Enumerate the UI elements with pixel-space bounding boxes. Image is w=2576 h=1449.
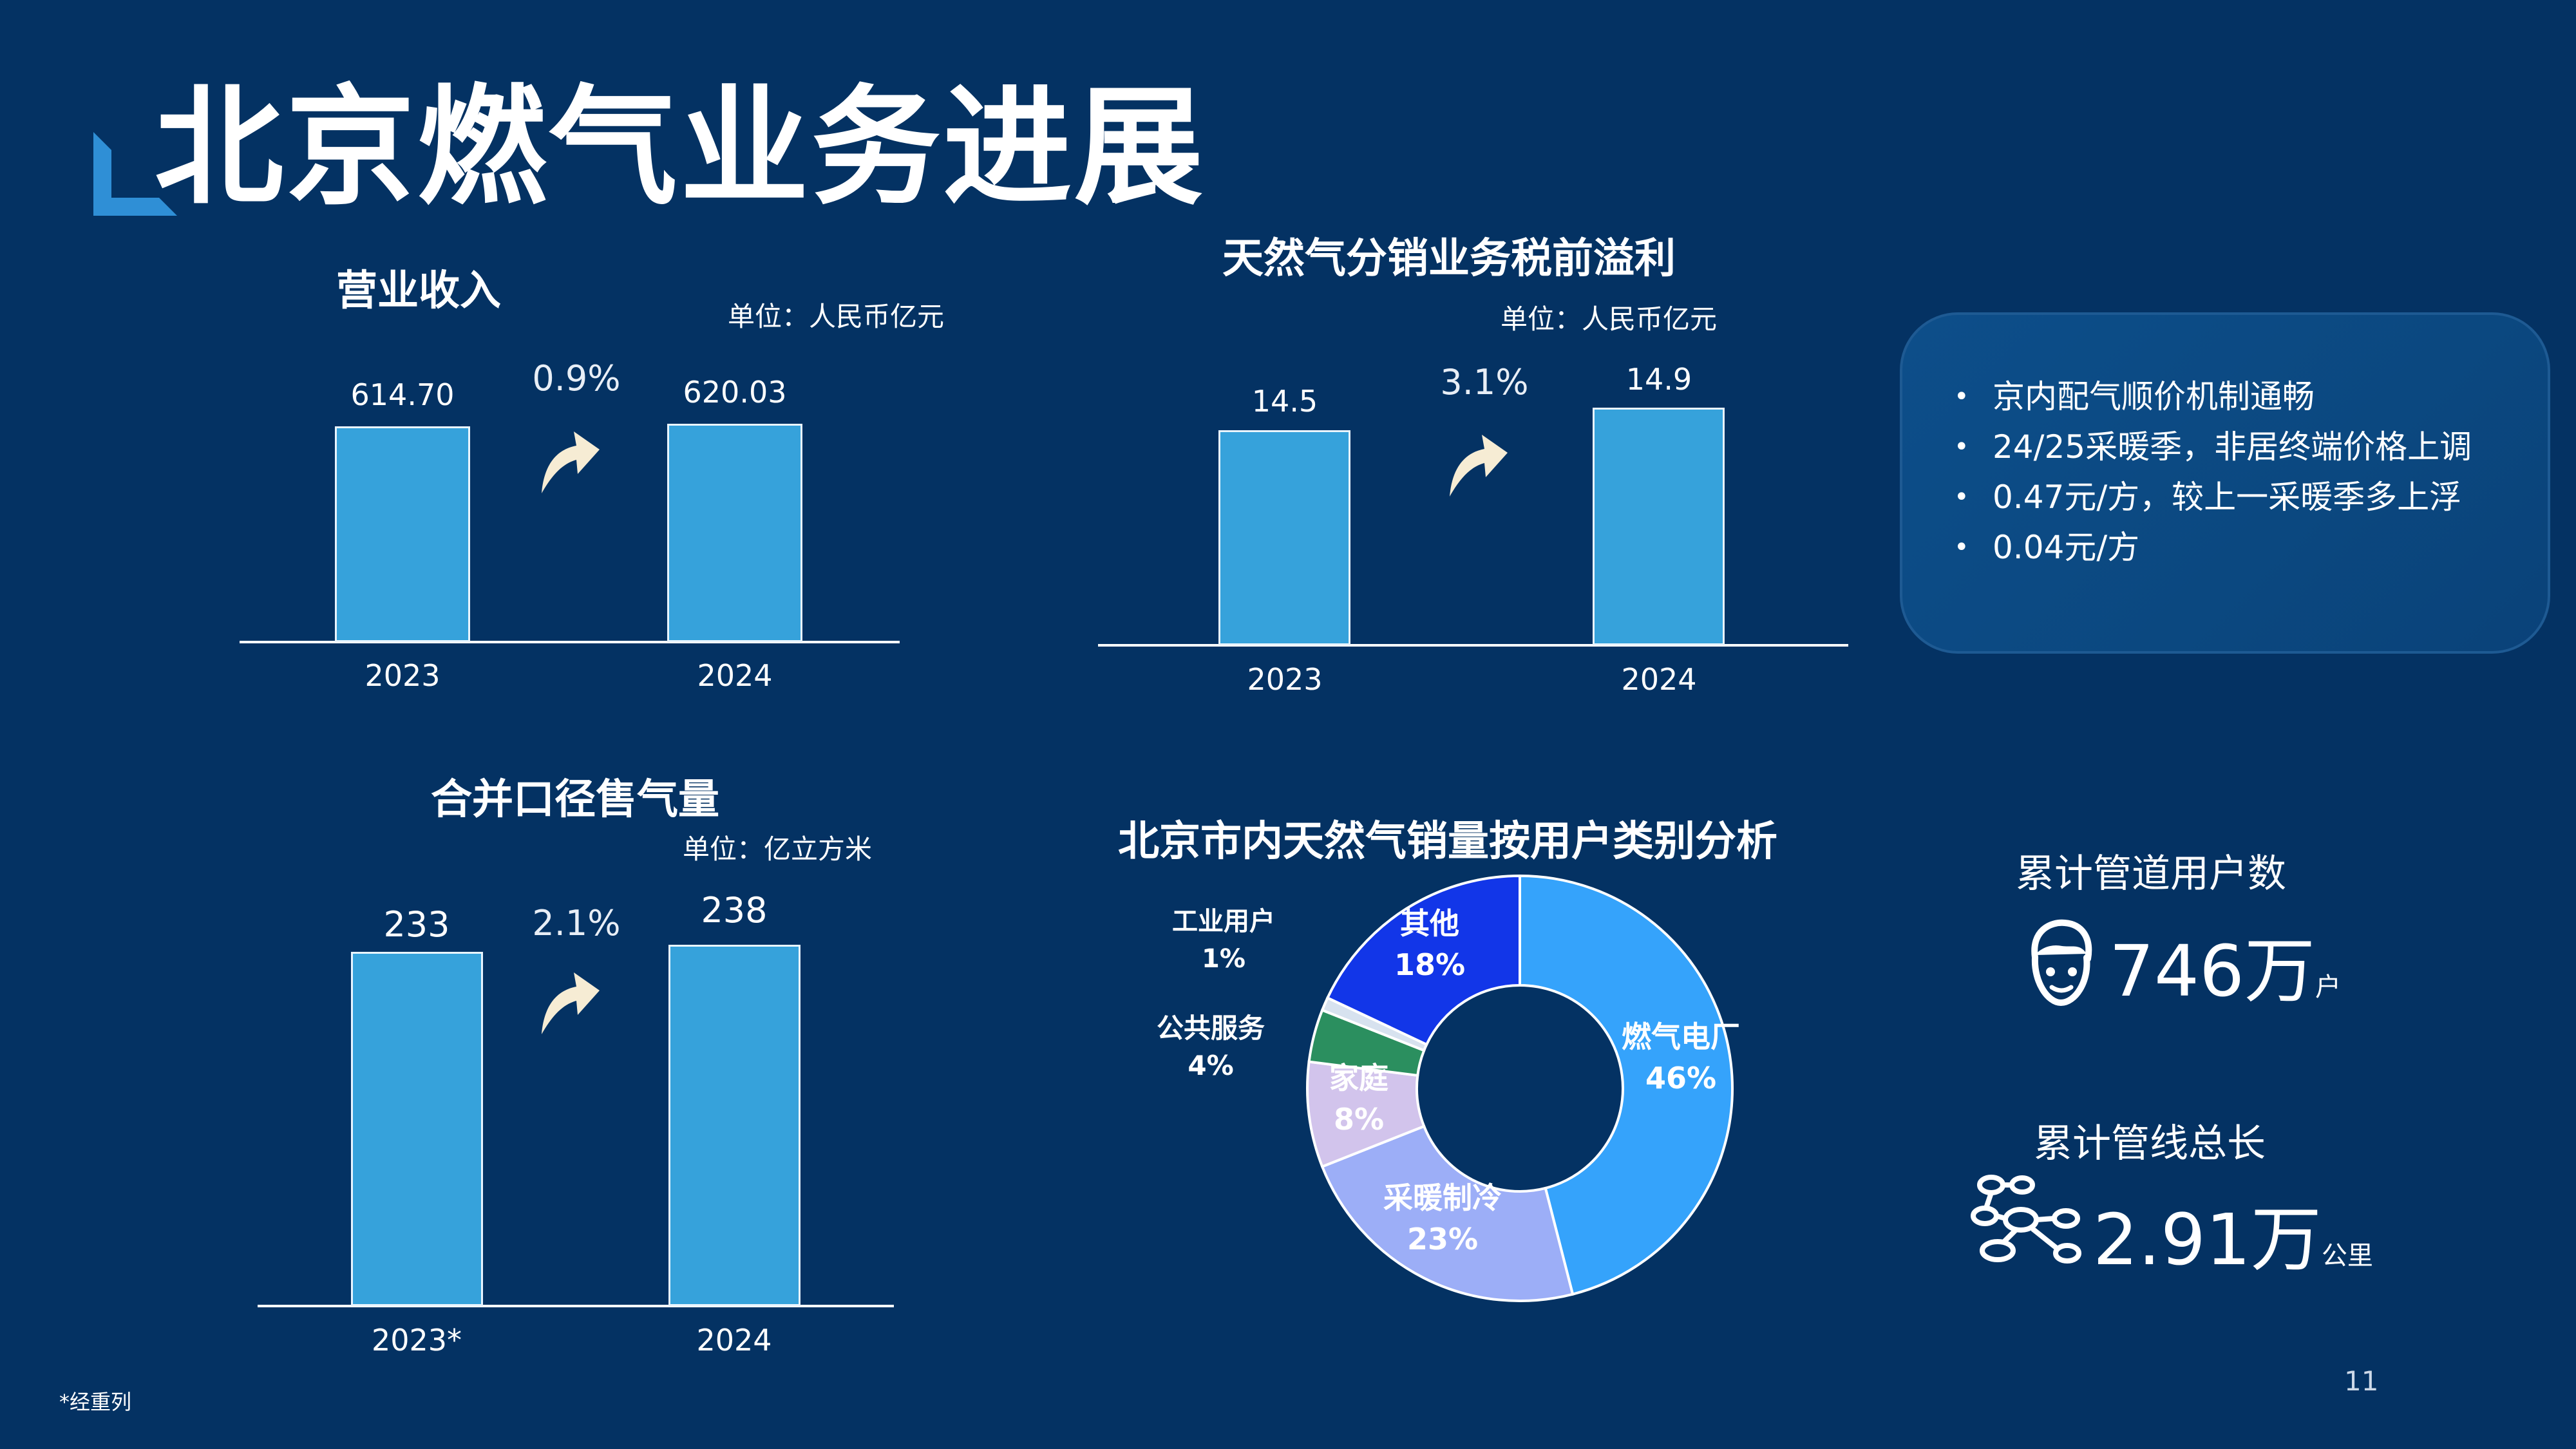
- gas-sales-chart-title: 合并口径售气量: [431, 776, 719, 824]
- donut-label-household-value: 8%: [1333, 1102, 1385, 1137]
- donut-label-public-service: 公共服务 4%: [1127, 1010, 1294, 1084]
- users-stat-value-group: 746万户: [2109, 913, 2341, 1016]
- gas-sales-xlabel-2024: 2024: [696, 1323, 772, 1358]
- donut-label-household: 家庭 8%: [1294, 1057, 1423, 1140]
- users-stat-label: 累计管道用户数: [2016, 851, 2286, 896]
- revenue-chart-title: 营业收入: [336, 267, 501, 315]
- donut-label-other: 其他 18%: [1365, 903, 1494, 985]
- donut-label-industrial: 工业用户 1%: [1140, 903, 1307, 978]
- profit-value-2024: 14.9: [1625, 362, 1692, 397]
- profit-bar-2024: [1593, 408, 1725, 645]
- user-icon: [2031, 919, 2092, 1007]
- pipeline-stat-value-group: 2.91万公里: [2093, 1182, 2373, 1285]
- users-stat-unit: 户: [2315, 972, 2341, 1002]
- profit-x-axis: [1098, 644, 1848, 647]
- pricing-bullet-3: 0.47元/方，较上一采暖季多上浮: [1954, 472, 2472, 522]
- pricing-info-list: 京内配气顺价机制通畅 24/25采暖季，非居终端价格上调 0.47元/方，较上一…: [1954, 372, 2472, 573]
- pricing-bullet-2: 24/25采暖季，非居终端价格上调: [1954, 422, 2472, 472]
- donut-slice-5: [1325, 874, 1521, 1046]
- gas-sales-value-2023: 233: [383, 904, 450, 945]
- profit-value-2023: 14.5: [1251, 384, 1318, 419]
- revenue-xlabel-2023: 2023: [365, 658, 440, 693]
- donut-label-power-plant-name: 燃气电厂: [1622, 1019, 1740, 1054]
- donut-label-power-plant-value: 46%: [1645, 1061, 1717, 1095]
- donut-label-power-plant: 燃气电厂 46%: [1584, 1016, 1777, 1099]
- page-number: 11: [2344, 1365, 2379, 1397]
- footnote: *经重列: [59, 1390, 132, 1414]
- gas-sales-x-axis: [258, 1305, 894, 1307]
- pricing-info-panel: 京内配气顺价机制通畅 24/25采暖季，非居终端价格上调 0.47元/方，较上一…: [1900, 312, 2550, 654]
- gas-sales-xlabel-2023: 2023*: [371, 1323, 462, 1358]
- donut-label-public-service-value: 4%: [1188, 1050, 1234, 1081]
- growth-arrow-icon: [542, 972, 600, 1034]
- donut-chart-title: 北京市内天然气销量按用户类别分析: [1118, 818, 1777, 866]
- profit-xlabel-2023: 2023: [1247, 662, 1323, 697]
- donut-label-heating: 采暖制冷 23%: [1346, 1177, 1539, 1260]
- gas-sales-bar-2023: [351, 952, 483, 1306]
- pricing-bullet-4: 0.04元/方: [1954, 522, 2472, 573]
- gas-sales-growth-rate: 2.1%: [532, 903, 621, 943]
- revenue-xlabel-2024: 2024: [697, 658, 773, 693]
- users-stat-value: 746万: [2109, 930, 2315, 1012]
- donut-label-other-value: 18%: [1394, 947, 1466, 982]
- donut-label-industrial-value: 1%: [1202, 944, 1245, 974]
- page-title: 北京燃气业务进展: [155, 73, 1206, 223]
- revenue-value-2023: 614.70: [350, 377, 455, 412]
- revenue-value-2024: 620.03: [683, 375, 787, 410]
- pipeline-stat-label: 累计管线总长: [2034, 1121, 2266, 1166]
- profit-chart-unit: 单位：人民币亿元: [1501, 303, 1718, 335]
- growth-arrow-icon: [1450, 435, 1508, 497]
- revenue-bar-2023: [335, 426, 470, 642]
- donut-label-other-name: 其他: [1400, 906, 1459, 941]
- revenue-growth-rate: 0.9%: [532, 358, 621, 399]
- pipeline-stat-unit: 公里: [2321, 1241, 2373, 1271]
- pipeline-stat-value: 2.91万: [2093, 1198, 2322, 1281]
- gas-sales-bar-2024: [668, 945, 800, 1306]
- revenue-x-axis: [240, 641, 900, 643]
- profit-chart-title: 天然气分销业务税前溢利: [1222, 235, 1676, 283]
- revenue-bar-2024: [667, 424, 802, 642]
- gas-sales-chart-unit: 单位：亿立方米: [683, 833, 873, 865]
- donut-chart: [1306, 874, 1734, 1302]
- donut-label-heating-value: 23%: [1406, 1222, 1479, 1256]
- donut-label-industrial-name: 工业用户: [1172, 907, 1275, 936]
- pipeline-network-icon: [1971, 1175, 2081, 1264]
- profit-xlabel-2024: 2024: [1621, 662, 1697, 697]
- donut-label-public-service-name: 公共服务: [1156, 1012, 1265, 1044]
- profit-bar-2023: [1218, 430, 1350, 645]
- donut-label-heating-name: 采暖制冷: [1383, 1180, 1502, 1215]
- donut-slice-0: [1519, 874, 1734, 1296]
- donut-slice-1: [1320, 1124, 1575, 1302]
- gas-sales-value-2024: 238: [701, 890, 768, 931]
- pricing-bullet-1: 京内配气顺价机制通畅: [1954, 372, 2472, 422]
- donut-label-household-name: 家庭: [1329, 1061, 1388, 1095]
- title-corner-decoration: [93, 132, 177, 216]
- growth-arrow-icon: [542, 431, 600, 493]
- profit-growth-rate: 3.1%: [1440, 362, 1529, 402]
- revenue-chart-unit: 单位：人民币亿元: [728, 301, 945, 332]
